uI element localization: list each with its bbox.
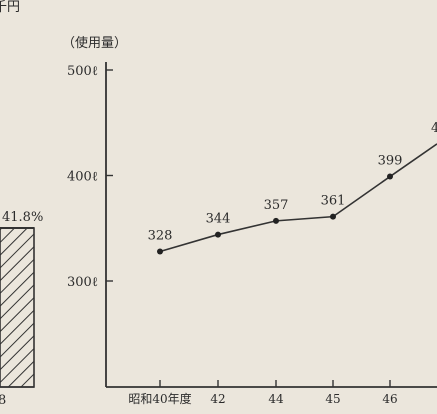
- data-label: 328: [148, 228, 173, 243]
- y-axis-title: （使用量）: [62, 35, 127, 51]
- y-tick-label: 500ℓ: [67, 64, 98, 79]
- data-label: 4: [431, 121, 437, 136]
- data-label: 399: [378, 154, 403, 169]
- x-tick-label: 42: [210, 392, 225, 406]
- left-bar-value-label: 41.8%: [2, 210, 43, 225]
- usage-line-chart: （使用量） 300ℓ 400ℓ 500ℓ 昭和40年度 42 44 45 46 328 344…: [62, 35, 437, 406]
- data-point: [330, 213, 336, 220]
- left-chart-fragment: 千円 41.8% 8: [0, 0, 43, 408]
- x-tick-label: 45: [325, 392, 340, 406]
- left-x-tick-label: 8: [0, 393, 6, 408]
- data-point: [273, 217, 279, 224]
- x-tick-label: 昭和40年度: [128, 391, 191, 406]
- data-label: 357: [264, 198, 289, 213]
- left-hatched-bar: [0, 227, 35, 388]
- data-label: 344: [206, 212, 231, 227]
- data-point: [157, 248, 163, 255]
- left-unit-label: 千円: [0, 0, 20, 15]
- y-tick-label: 400ℓ: [67, 170, 98, 185]
- y-tick-label: 300ℓ: [67, 275, 98, 290]
- data-point: [215, 231, 221, 238]
- y-tick-group: 300ℓ 400ℓ 500ℓ: [67, 64, 113, 290]
- x-tick-group: 昭和40年度 42 44 45 46: [128, 380, 398, 406]
- x-tick-label: 44: [268, 392, 284, 406]
- x-tick-label: 46: [382, 392, 397, 406]
- data-label: 361: [321, 194, 346, 209]
- data-point: [387, 173, 393, 180]
- usage-series: 328 344 357 361 399 4: [148, 121, 437, 255]
- usage-line: [159, 143, 437, 253]
